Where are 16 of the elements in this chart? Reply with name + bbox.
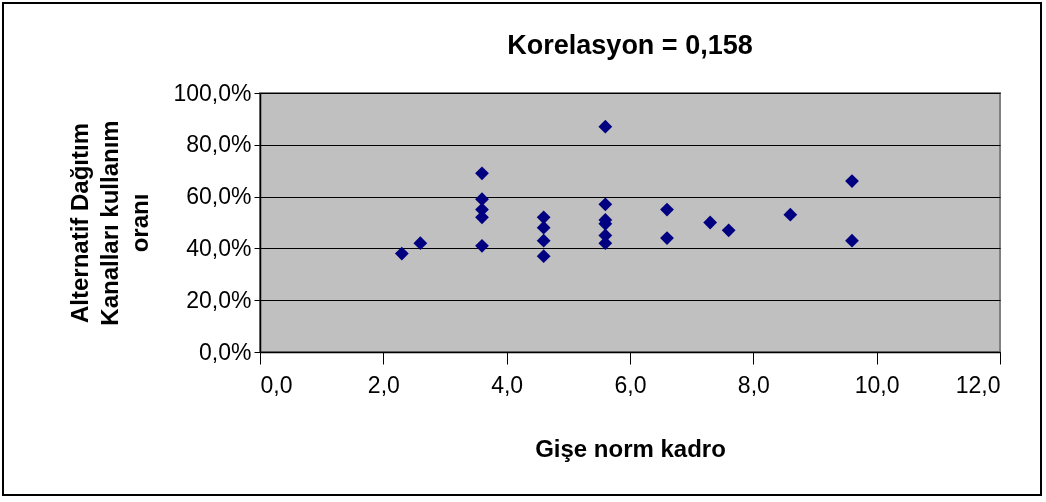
y-tick-label: 20,0% [186,286,252,313]
y-tick-label: 80,0% [186,131,252,158]
y-tick-label: 0,0% [199,338,252,365]
x-tick-label: 4,0 [491,371,524,398]
y-axis-title: Alternatif Dağıtım Kanalları kullanım oranı [66,120,154,326]
x-tick-label: 6,0 [614,371,647,398]
x-axis-title: Gişe norm kadro [535,434,726,462]
x-tick-label: 10,0 [854,371,900,398]
x-tick-label: 2,0 [367,371,400,398]
y-tick-label: 40,0% [186,234,252,261]
x-tick-label: 12,0 [955,371,1001,398]
y-tick-label: 100,0% [173,79,252,106]
y-tick-label: 60,0% [186,183,252,210]
x-tick-label: 0,0 [260,371,293,398]
x-tick-label: 8,0 [737,371,770,398]
chart-title: Korelasyon = 0,158 [507,30,753,60]
